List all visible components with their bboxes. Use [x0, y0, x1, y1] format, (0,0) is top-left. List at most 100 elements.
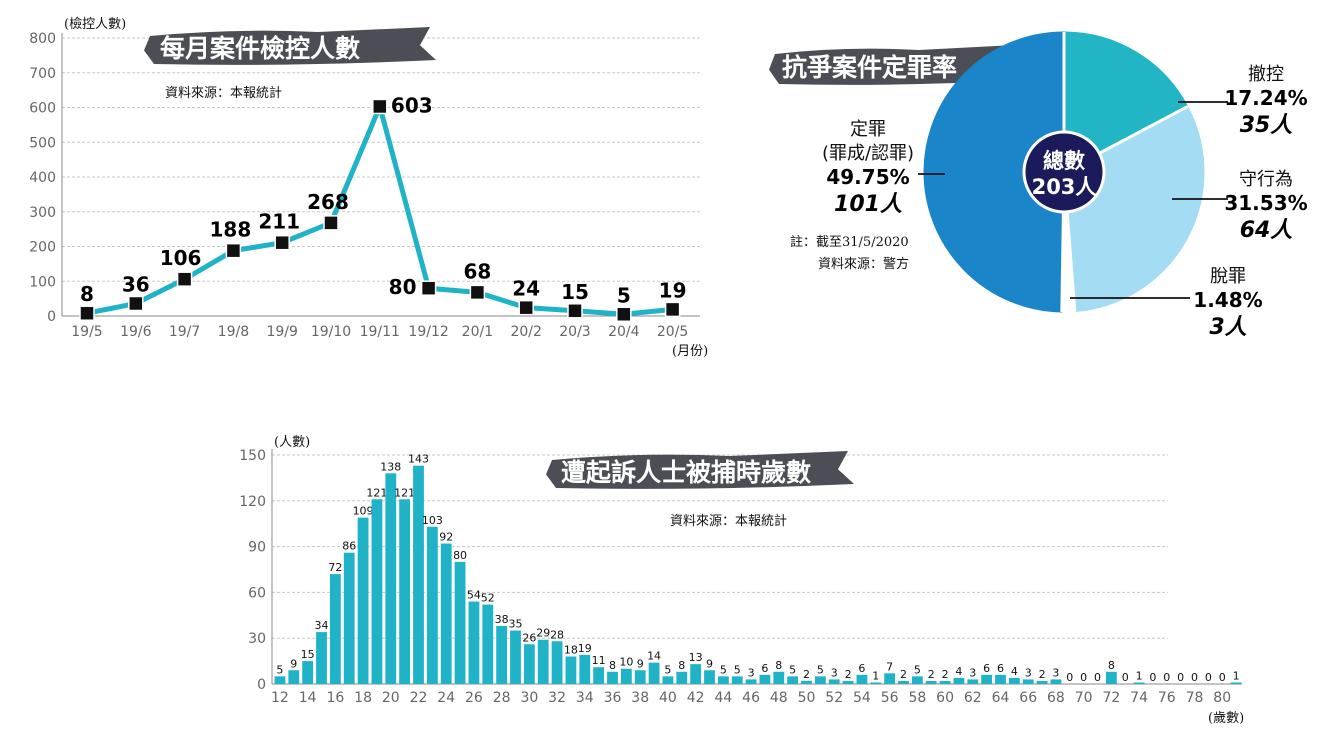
data-label: 80 [389, 275, 417, 299]
bar [842, 680, 854, 684]
bar-value-label: 2 [803, 668, 810, 681]
bar [731, 676, 743, 684]
data-label: 188 [210, 218, 252, 242]
x-tick-label: 48 [770, 690, 788, 706]
data-label: 36 [122, 272, 150, 296]
slice-name: 脫罪 [1210, 266, 1246, 287]
bar [690, 664, 702, 684]
slice-count: 3人 [1209, 315, 1247, 340]
bar-value-label: 8 [775, 659, 782, 672]
bar-value-label: 15 [301, 648, 315, 661]
data-point [274, 234, 290, 251]
data-point [664, 301, 681, 318]
bar [302, 661, 314, 684]
bar-value-label: 9 [637, 657, 644, 670]
bar-value-label: 6 [858, 662, 865, 675]
bar [551, 641, 563, 684]
bar-value-label: 52 [481, 592, 495, 605]
bar-value-label: 5 [914, 663, 921, 676]
bar-value-label: 72 [328, 561, 342, 574]
bar-value-label: 5 [789, 663, 796, 676]
bar [343, 552, 355, 684]
bar [911, 676, 923, 684]
bar-value-label: 6 [983, 662, 990, 675]
x-tick-label: 26 [465, 690, 483, 706]
bar [828, 679, 840, 684]
bar [607, 671, 618, 684]
y-tick-label: 100 [29, 274, 56, 290]
bar [745, 679, 757, 684]
data-point [420, 280, 437, 296]
bar-value-label: 2 [1039, 668, 1046, 681]
data-point [176, 271, 193, 287]
x-tick-label: 19/9 [266, 324, 297, 340]
bar [787, 676, 799, 684]
pie-slice [1063, 31, 1189, 173]
data-label: 106 [160, 246, 202, 270]
x-tick-label: 70 [1075, 690, 1093, 706]
x-tick-label: 56 [881, 690, 899, 706]
chart-source: 資料來源：本報統計 [165, 85, 282, 101]
chart-title: 抗爭案件定罪率 [782, 53, 957, 82]
bar [814, 676, 826, 684]
x-tick-label: 80 [1213, 690, 1231, 706]
bar [870, 682, 882, 684]
bar-value-label: 54 [467, 589, 481, 602]
x-tick-label: 64 [992, 690, 1010, 706]
bar [634, 670, 646, 684]
bar-value-label: 29 [536, 627, 550, 640]
x-tick-label: 18 [354, 690, 372, 706]
x-tick-label: 28 [493, 690, 511, 706]
bar-value-label: 5 [664, 663, 671, 676]
title-brush-banner [546, 451, 854, 489]
bar [593, 667, 605, 684]
y-axis-label: (人數) [274, 435, 310, 450]
slice-name: 定罪 [850, 119, 886, 140]
bar-value-label: 3 [969, 666, 976, 679]
data-point [323, 215, 339, 231]
data-label: 19 [659, 278, 687, 302]
data-point [79, 305, 95, 321]
center-label-title: 總數 [1043, 149, 1085, 173]
bar-value-label: 0 [1219, 671, 1226, 684]
x-tick-label: 54 [853, 690, 871, 706]
bar-value-label: 0 [1191, 671, 1198, 684]
x-tick-label: 40 [659, 690, 677, 706]
bar-value-label: 0 [1205, 671, 1212, 684]
slice-subname: (罪成/認罪) [822, 143, 914, 164]
bar-value-label: 0 [1122, 671, 1129, 684]
slice-percent: 1.48% [1193, 288, 1262, 312]
data-point [372, 98, 388, 115]
bar [759, 674, 771, 684]
bar [884, 673, 896, 684]
x-tick-label: 19/5 [71, 324, 102, 340]
y-tick-label: 0 [47, 309, 56, 325]
bar [523, 644, 535, 684]
slice-percent: 31.53% [1224, 191, 1307, 215]
data-label: 268 [307, 190, 349, 214]
x-axis-label: (月份) [672, 344, 708, 359]
bar [925, 680, 937, 684]
bar [288, 670, 300, 684]
bar [1022, 679, 1034, 684]
x-tick-label: 19/11 [360, 324, 400, 340]
bar [399, 499, 411, 684]
slice-percent: 49.75% [826, 165, 909, 189]
y-tick-label: 150 [239, 448, 266, 464]
data-point [225, 242, 242, 259]
pie-slice [923, 31, 1065, 313]
bar [953, 677, 965, 684]
x-tick-label: 66 [1019, 690, 1037, 706]
x-tick-label: 20/3 [559, 324, 590, 340]
x-tick-label: 38 [631, 690, 649, 706]
y-tick-label: 90 [248, 540, 266, 556]
bar-value-label: 3 [831, 666, 838, 679]
bar-value-label: 3 [1052, 666, 1059, 679]
y-tick-label: 600 [29, 101, 56, 117]
y-tick-label: 0 [257, 677, 266, 693]
x-tick-label: 30 [520, 690, 538, 706]
x-tick-label: 14 [299, 690, 317, 706]
pie-source: 資料來源：警方 [818, 256, 909, 272]
